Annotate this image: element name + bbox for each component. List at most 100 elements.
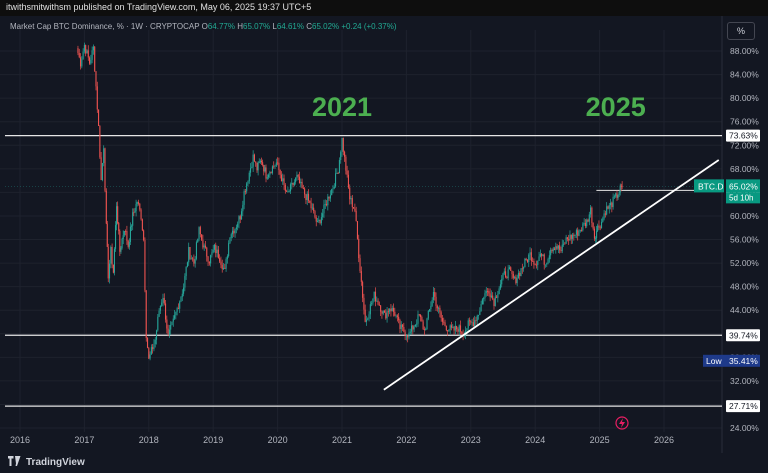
candle-body — [355, 210, 357, 222]
candle-body — [264, 167, 266, 172]
candle-body — [125, 230, 127, 232]
candle-body — [490, 295, 492, 298]
y-tick-label: 32.00% — [730, 376, 759, 386]
candle-body — [516, 278, 518, 284]
candle-body — [588, 214, 590, 222]
candle-body — [591, 207, 593, 223]
candle-body — [422, 321, 424, 330]
candle-body — [128, 241, 130, 247]
candle-body — [194, 258, 196, 264]
candle-body — [275, 162, 277, 166]
candle-body — [416, 323, 418, 325]
candle-body — [108, 263, 111, 279]
candle-body — [448, 329, 450, 332]
percent-scale-button[interactable]: % — [727, 22, 755, 40]
candle-body — [467, 320, 469, 329]
candle-body — [548, 255, 550, 260]
candle-body — [175, 311, 177, 316]
candle-body — [239, 216, 241, 220]
candle-body — [502, 273, 504, 280]
candle-body — [577, 230, 579, 236]
candle-body — [215, 244, 217, 254]
candle-body — [466, 328, 468, 331]
candle-body — [126, 231, 128, 241]
candle-body — [283, 178, 285, 185]
candle-body — [477, 314, 480, 316]
current-price-tag: BTC.D 65.02% 5d 10h — [694, 179, 760, 204]
candle-body — [429, 309, 431, 311]
candle-body — [456, 325, 458, 330]
candle-body — [360, 271, 362, 282]
candle-body — [86, 50, 88, 54]
tradingview-logo[interactable]: TradingView — [8, 456, 85, 468]
candle-body — [528, 254, 530, 263]
candle-body — [300, 181, 302, 184]
candle-body — [90, 59, 92, 64]
candle-body — [479, 311, 481, 315]
candle-body — [263, 164, 265, 172]
legend-low-label: L — [272, 22, 277, 31]
candle-body — [400, 324, 402, 329]
tradingview-logo-icon — [8, 456, 21, 466]
candle-body — [612, 196, 614, 208]
candle-body — [579, 229, 581, 231]
annotation-label: 2025 — [586, 92, 646, 122]
candle-body — [556, 246, 558, 249]
candle-body — [461, 331, 463, 334]
candle-body — [407, 335, 409, 338]
legend-close-value: 65.02% — [312, 22, 340, 31]
candle-body — [395, 315, 397, 317]
candle-body — [132, 212, 134, 226]
candle-body — [204, 245, 207, 248]
candle-body — [338, 160, 340, 174]
candle-body — [534, 264, 536, 266]
candle-body — [555, 246, 557, 250]
candle-body — [301, 181, 303, 189]
candle-body — [273, 166, 275, 168]
candle-body — [340, 152, 342, 161]
candle-body — [525, 258, 527, 260]
candle-body — [265, 167, 267, 179]
candle-body — [95, 71, 97, 87]
candle-body — [141, 219, 143, 231]
candle-body — [621, 186, 623, 187]
candle-body — [418, 314, 420, 316]
candle-body — [106, 223, 108, 247]
candle-body — [323, 204, 325, 214]
candle-body — [520, 268, 522, 277]
legend-open-value: 64.77% — [207, 22, 235, 31]
candle-body — [349, 187, 351, 200]
candle-body — [251, 166, 253, 169]
candle-body — [398, 316, 400, 320]
candle-body — [157, 316, 159, 331]
candle-body — [425, 329, 427, 330]
candle-body — [459, 325, 462, 332]
candle-body — [319, 219, 321, 224]
candle-body — [617, 195, 619, 198]
candle-body — [328, 196, 330, 199]
candle-body — [127, 240, 129, 247]
candle-body — [440, 312, 442, 319]
candle-body — [207, 256, 209, 262]
legend-close-label: C — [306, 22, 312, 31]
candle-body — [381, 311, 383, 314]
candle-body — [184, 276, 186, 288]
candle-body — [217, 249, 219, 259]
candle-body — [270, 172, 272, 174]
candle-body — [325, 204, 328, 206]
level-price-label-bg — [726, 400, 760, 413]
grid — [0, 16, 723, 453]
candle-body — [79, 57, 82, 67]
candle-body — [188, 246, 190, 263]
candle-body — [291, 182, 293, 185]
candle-body — [378, 304, 380, 306]
level-price-label: 73.63% — [726, 129, 760, 142]
candle-body — [423, 329, 425, 331]
candle-body — [168, 329, 170, 335]
legend-title: Market Cap BTC Dominance, % · 1W · CRYPT… — [10, 22, 200, 31]
candle-body — [150, 347, 152, 355]
candle-body — [365, 319, 368, 322]
level-price-label-text: 39.74% — [729, 330, 758, 340]
candle-body — [220, 261, 222, 265]
